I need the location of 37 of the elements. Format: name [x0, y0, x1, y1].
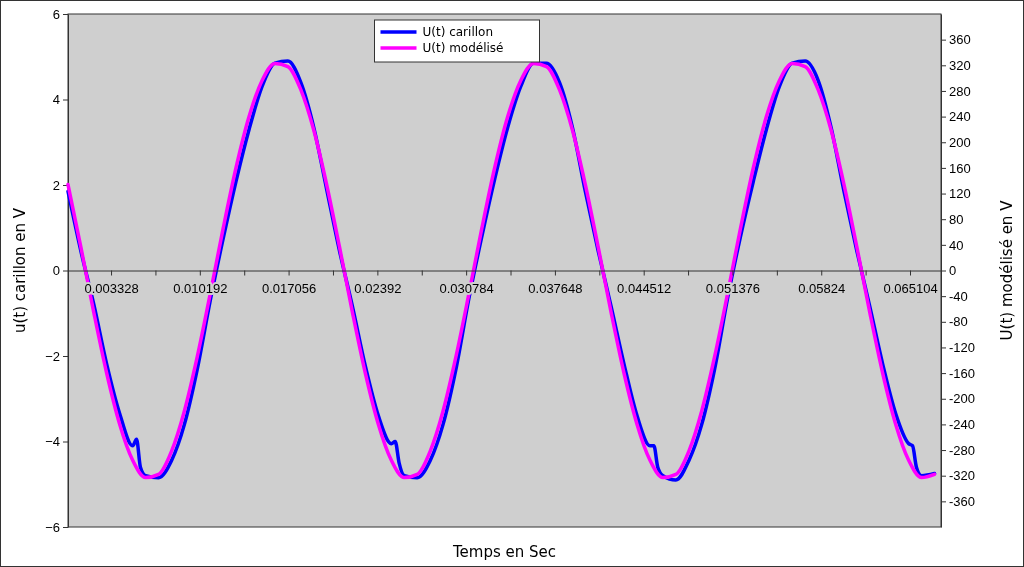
y2-tick-label: 320	[949, 57, 971, 73]
y2-tick-label: -80	[949, 314, 968, 330]
y2-axis-title: U(t) modélisé en V	[998, 199, 1016, 341]
y2-tick-label: -160	[949, 365, 976, 381]
y2-tick-label: -40	[949, 288, 968, 304]
y2-tick-label: -360	[949, 494, 976, 510]
y2-tick-label: -320	[949, 468, 976, 484]
y-tick-label: 4	[52, 92, 60, 108]
x-tick-label: 0.044512	[617, 280, 672, 296]
y-tick-label: 6	[52, 6, 60, 22]
y2-tick-label: 120	[949, 186, 971, 202]
y2-tick-label: 40	[949, 237, 964, 253]
x-axis-title: Temps en Sec	[451, 543, 557, 561]
y2-tick-label: -120	[949, 340, 976, 356]
y-axis-title: u(t) carillon en V	[11, 207, 29, 334]
y2-tick-label: 280	[949, 83, 971, 99]
x-tick-label: 0.05824	[798, 280, 846, 296]
y2-tick-label: -200	[949, 391, 976, 407]
y2-tick-label: -280	[949, 442, 976, 458]
legend-label: U(t) carillon	[422, 25, 493, 39]
y2-tick-label: 200	[949, 134, 971, 150]
x-tick-label: 0.037648	[528, 280, 583, 296]
x-tick-label: 0.017056	[261, 280, 317, 296]
x-tick-label: 0.02392	[354, 280, 402, 296]
legend-label: U(t) modélisé	[422, 41, 504, 55]
y2-tick-label: 80	[949, 211, 964, 227]
y2-tick-label: -240	[949, 417, 976, 433]
y-tick-label: 2	[52, 177, 60, 193]
y-tick-label: −6	[45, 519, 60, 535]
y2-tick-label: 0	[949, 263, 957, 279]
y2-tick-label: 160	[949, 160, 971, 176]
y-tick-label: −4	[45, 434, 60, 450]
y2-tick-label: 360	[949, 32, 971, 48]
y2-tick-label: 240	[949, 109, 971, 125]
x-tick-label: 0.065104	[883, 280, 938, 296]
y-tick-label: 0	[52, 263, 60, 279]
y-tick-label: −2	[45, 348, 60, 364]
